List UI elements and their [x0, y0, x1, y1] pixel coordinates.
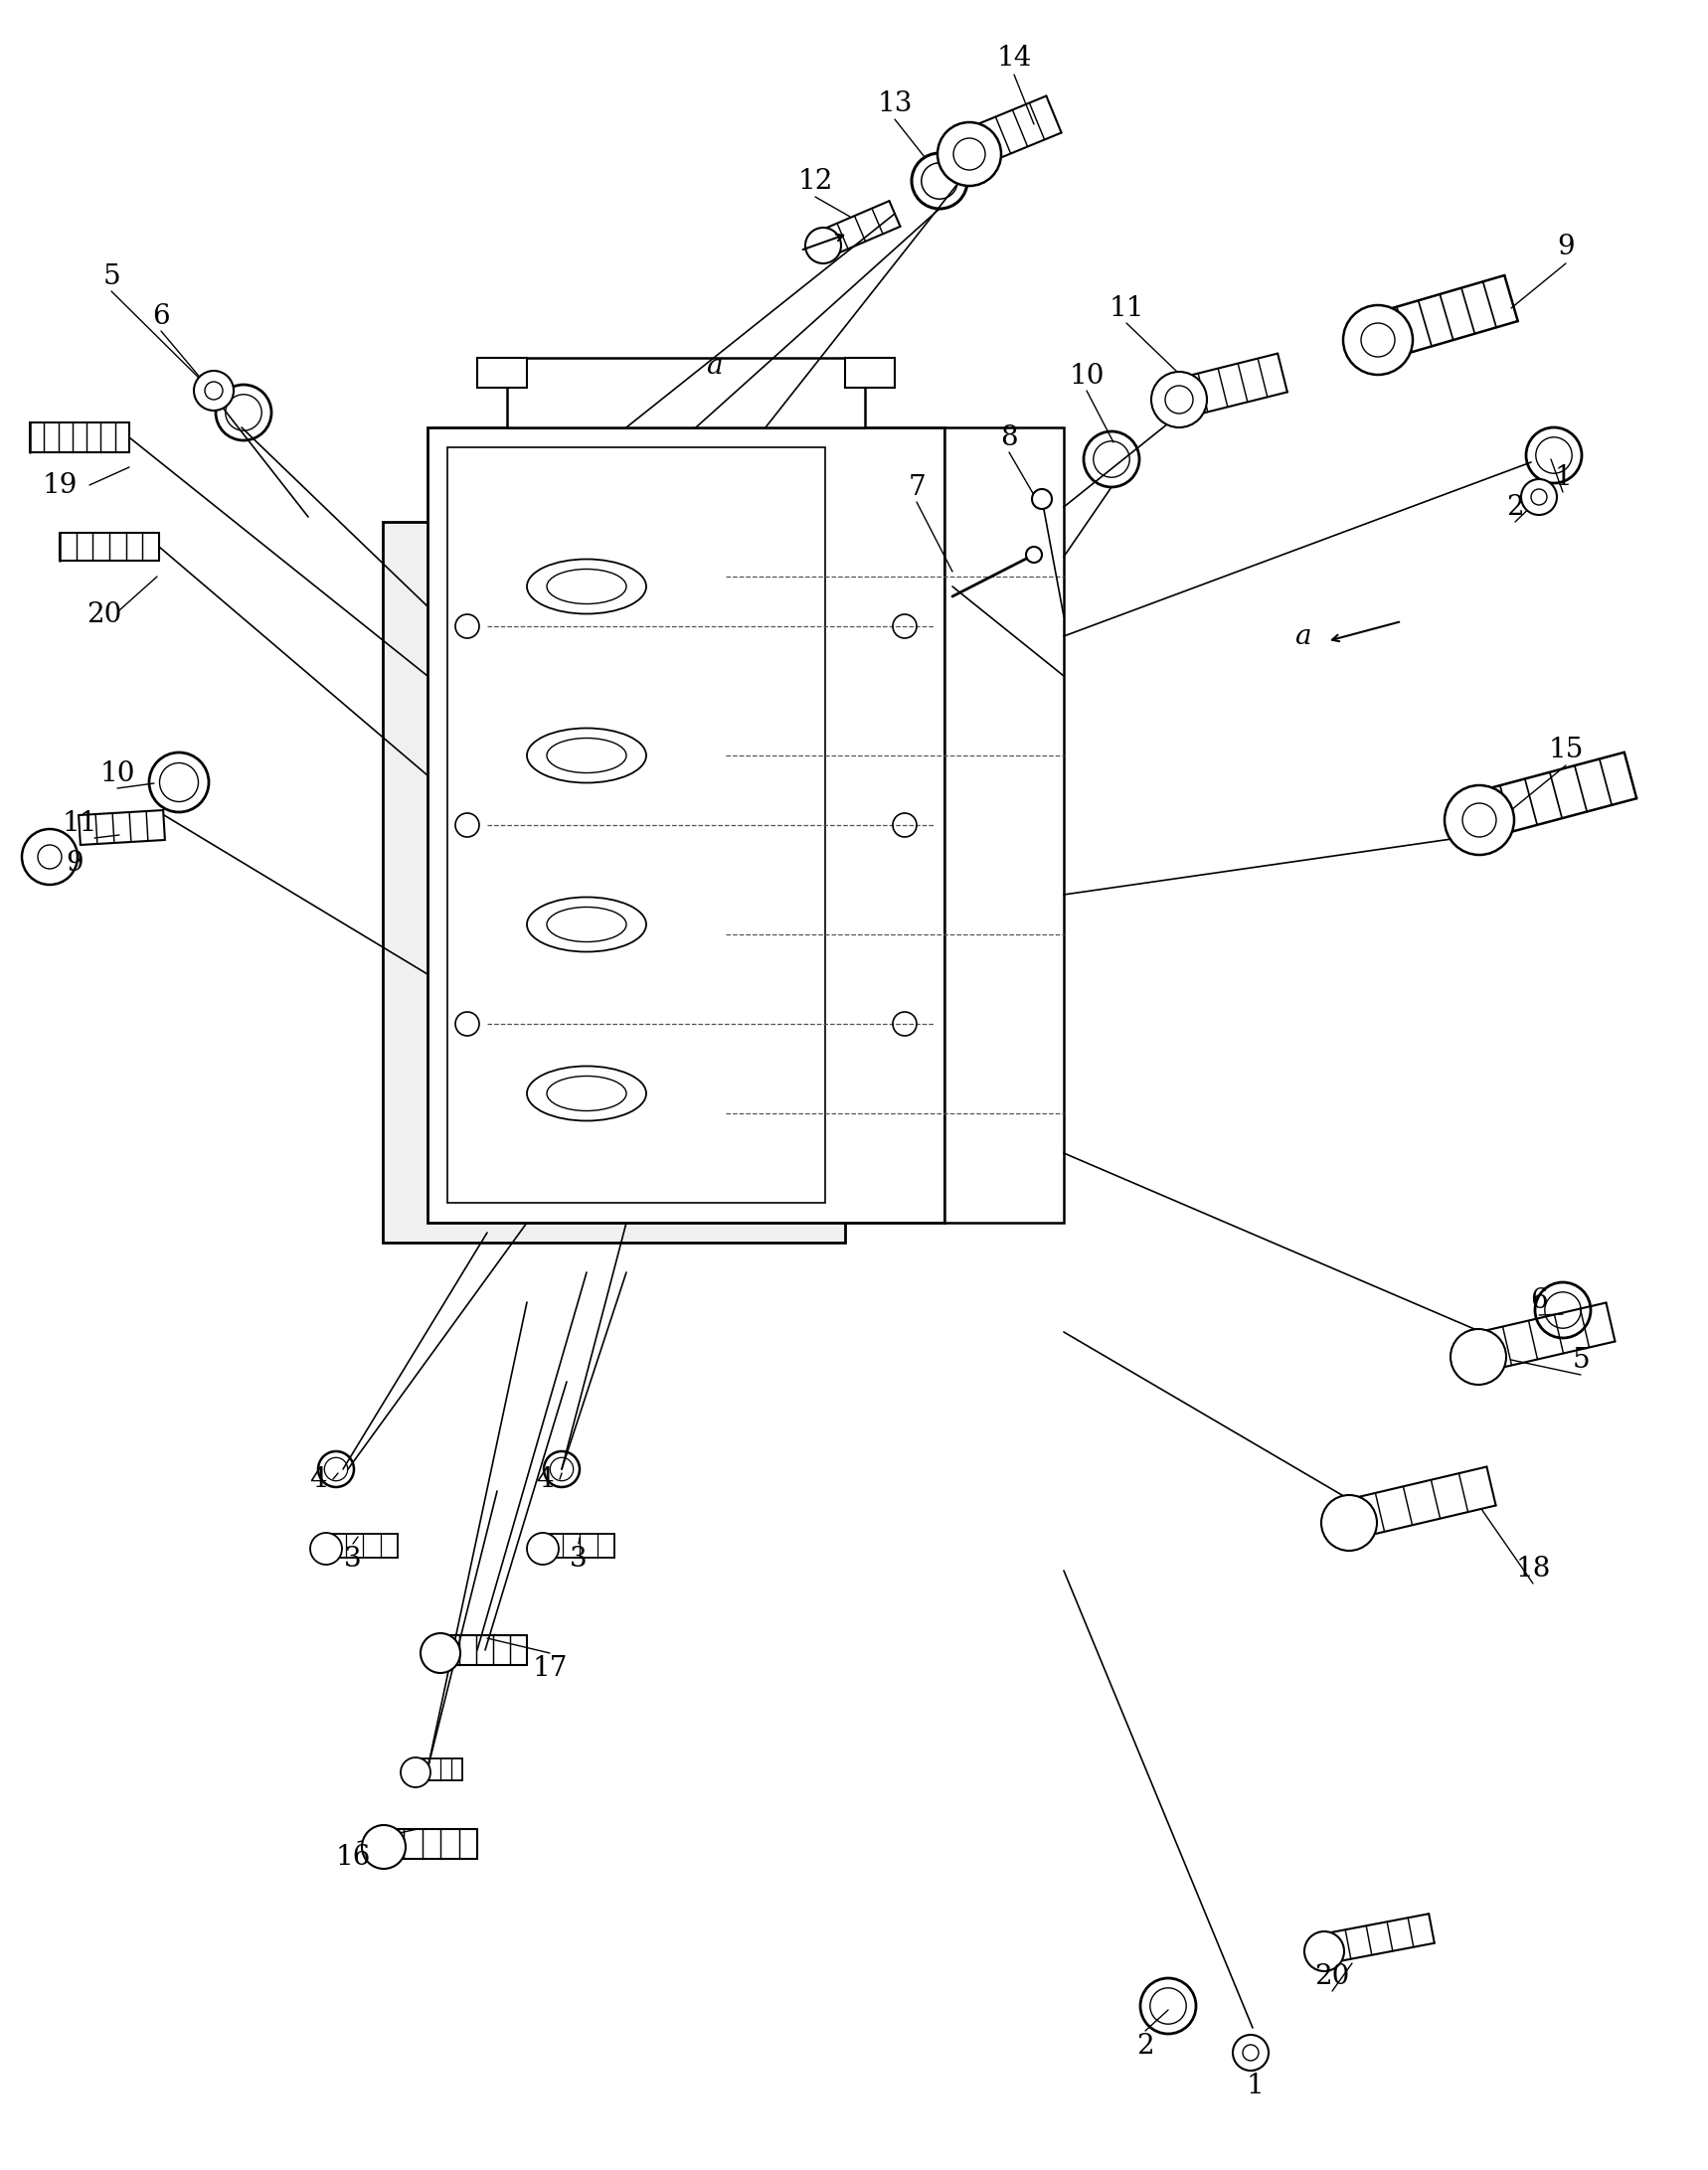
- Circle shape: [1083, 432, 1139, 486]
- Circle shape: [22, 829, 77, 885]
- Circle shape: [149, 753, 208, 812]
- Text: 16: 16: [335, 1844, 371, 1871]
- Circle shape: [420, 1634, 459, 1673]
- Circle shape: [526, 1532, 559, 1565]
- Circle shape: [1151, 371, 1208, 427]
- Circle shape: [804, 228, 840, 263]
- Circle shape: [1032, 488, 1052, 510]
- Text: 10: 10: [1069, 362, 1105, 388]
- Circle shape: [1233, 2035, 1269, 2070]
- Text: 11: 11: [61, 809, 97, 835]
- Circle shape: [1522, 480, 1558, 514]
- Circle shape: [1141, 1979, 1196, 2033]
- Text: 13: 13: [878, 91, 912, 117]
- Text: 5: 5: [1571, 1345, 1590, 1374]
- Bar: [507, 358, 864, 427]
- Circle shape: [215, 384, 272, 441]
- Text: 4: 4: [309, 1465, 326, 1493]
- Text: a: a: [1295, 623, 1310, 649]
- Text: 3: 3: [345, 1545, 362, 1571]
- Text: 1: 1: [1554, 464, 1571, 490]
- Text: 9: 9: [67, 848, 84, 877]
- Text: 5: 5: [102, 263, 120, 291]
- Text: 8: 8: [1001, 423, 1018, 451]
- Circle shape: [401, 1758, 430, 1788]
- Bar: [383, 521, 845, 1243]
- Text: 9: 9: [1558, 232, 1575, 260]
- Text: 20: 20: [87, 601, 121, 627]
- Circle shape: [1450, 1328, 1506, 1384]
- Text: 11: 11: [1108, 295, 1144, 321]
- Bar: [427, 427, 945, 1222]
- Circle shape: [1342, 306, 1413, 375]
- Text: 18: 18: [1515, 1556, 1551, 1582]
- Circle shape: [195, 371, 234, 410]
- Circle shape: [938, 122, 1001, 187]
- Text: 17: 17: [533, 1654, 567, 1682]
- Text: 6: 6: [1530, 1287, 1547, 1313]
- Circle shape: [1305, 1931, 1344, 1970]
- Circle shape: [1445, 786, 1513, 855]
- Circle shape: [912, 154, 967, 208]
- Text: a: a: [705, 352, 722, 380]
- Circle shape: [1535, 1282, 1590, 1339]
- Text: 10: 10: [99, 759, 135, 788]
- Text: 1: 1: [1245, 2072, 1264, 2098]
- Circle shape: [1525, 427, 1582, 484]
- Text: 20: 20: [1315, 1962, 1349, 1990]
- Circle shape: [311, 1532, 342, 1565]
- Circle shape: [1027, 547, 1042, 562]
- Text: 2: 2: [1136, 2033, 1155, 2059]
- Text: 7: 7: [909, 473, 926, 501]
- Bar: [845, 358, 895, 388]
- Bar: [477, 358, 526, 388]
- Text: 6: 6: [152, 302, 169, 330]
- Text: 4: 4: [536, 1465, 553, 1493]
- Text: 3: 3: [570, 1545, 588, 1571]
- Text: 15: 15: [1547, 738, 1583, 764]
- Circle shape: [318, 1452, 354, 1486]
- Bar: [447, 447, 825, 1202]
- Text: 19: 19: [43, 471, 77, 499]
- Bar: [945, 427, 1064, 1222]
- Circle shape: [543, 1452, 579, 1486]
- Text: 12: 12: [798, 169, 834, 195]
- Circle shape: [1322, 1495, 1377, 1552]
- Circle shape: [362, 1825, 405, 1868]
- Text: 2: 2: [1506, 493, 1524, 521]
- Text: 14: 14: [996, 43, 1032, 72]
